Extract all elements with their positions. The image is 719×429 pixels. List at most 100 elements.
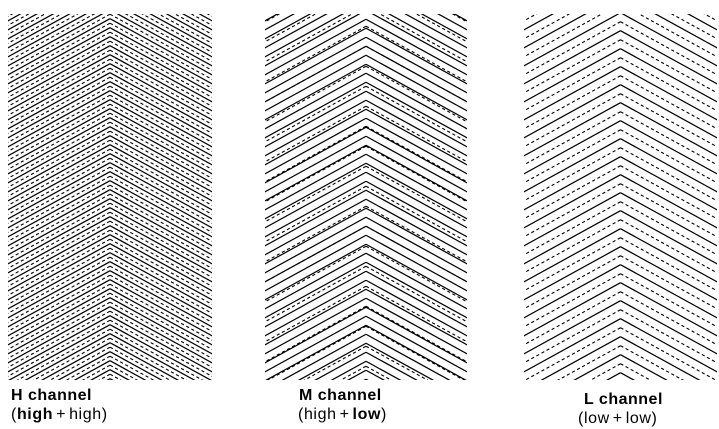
m-channel-dashed-line-right-1 (415, 14, 467, 43)
h-channel-dashed-line-left-44 (65, 355, 111, 380)
h-channel-solid-line-right-13 (109, 72, 212, 130)
m-channel-solid-line-right-34 (365, 261, 467, 319)
l-channel-dashed-line-left-6 (524, 75, 621, 130)
h-channel-solid-line-right-11 (109, 54, 212, 112)
m-channel-solid-line-right-27 (365, 198, 467, 256)
h-channel-solid-line-left-29 (8, 216, 111, 274)
l-channel-solid-line-left-6 (524, 66, 621, 121)
l-channel-solid-line-right-5 (620, 48, 717, 103)
h-channel-solid-line-left-22 (8, 153, 111, 211)
l-channel-dashed-line-right-13 (620, 201, 717, 256)
h-channel-dashed-line-right-16 (109, 103, 212, 161)
h-channel-solid-line-right-45 (109, 360, 147, 380)
h-channel-dashed-line-right-24 (109, 175, 212, 233)
m-channel-solid-line-right-4 (404, 14, 467, 49)
m-channel-dashed-line-right-14 (365, 245, 467, 303)
m-channel-solid-line-left-39 (265, 306, 367, 364)
m-channel-solid-line-right-9 (365, 36, 467, 94)
h-channel-solid-line-right-20 (109, 135, 212, 193)
m-channel-dashed-line-left-16 (265, 285, 367, 343)
h-channel-solid-line-right-9 (109, 36, 212, 94)
l-formula-a: low (583, 410, 610, 427)
m-channel-dashed-line-right-2 (378, 14, 467, 63)
h-channel-solid-line-left-8 (8, 27, 111, 85)
m-channel-dashed-line-right-12 (365, 205, 467, 263)
l-channel-dashed-line-left-2 (524, 14, 603, 58)
m-channel-solid-line-right-13 (365, 72, 467, 130)
l-channel-dashed-line-left-8 (524, 111, 621, 166)
h-channel-solid-line-left-45 (73, 360, 111, 380)
h-channel-dashed-line-left-20 (8, 139, 111, 197)
h-channel-dashed-line-right-42 (109, 337, 188, 380)
h-channel-dashed-line-right-46 (109, 373, 122, 380)
l-channel-solid-line-left-13 (524, 192, 621, 247)
h-channel-solid-line-right-28 (109, 207, 212, 265)
l-channel-solid-line-right-2 (654, 14, 717, 49)
h-channel-dashed-line-left-23 (8, 166, 111, 224)
m-channel-dashed-line-left-0 (265, 14, 281, 23)
h-channel-solid-line-right-29 (109, 216, 212, 274)
h-channel-solid-line-left-12 (8, 63, 111, 121)
l-channel-dashed-line-right-9 (620, 129, 717, 184)
l-channel-solid-line-left-7 (524, 84, 621, 139)
h-channel-solid-line-left-38 (8, 297, 111, 355)
h-channel-solid-line-left-5 (8, 14, 88, 58)
m-channel-solid-line-right-17 (365, 108, 467, 166)
m-channel-solid-line-left-26 (265, 189, 367, 247)
h-channel-dashed-line-left-45 (81, 364, 111, 380)
l-channel-dashed-line-left-4 (524, 39, 621, 94)
h-channel-solid-line-right-40 (109, 315, 212, 373)
h-channel-solid-line-left-30 (8, 225, 111, 283)
h-channel-dashed-line-right-1 (190, 14, 212, 26)
m-channel-formula: (high + low) (298, 406, 387, 423)
m-channel-solid-line-right-19 (365, 126, 467, 184)
m-channel-solid-line-left-13 (265, 72, 367, 130)
h-channel-dashed-line-right-21 (109, 148, 212, 206)
m-channel-dashed-line-left-9 (265, 145, 367, 203)
h-channel-solid-line-right-0 (110, 0, 216, 14)
m-channel-solid-line-left-16 (265, 99, 367, 157)
l-channel-solid-line-left-14 (524, 210, 621, 265)
m-channel-dashed-line-right-20 (365, 365, 393, 380)
m-channel-solid-line-right-14 (365, 81, 467, 139)
m-channel-solid-line-left-36 (265, 279, 367, 337)
m-channel-solid-line-right-35 (365, 270, 467, 328)
m-channel-solid-line-left-17 (265, 108, 367, 166)
l-channel-dashed-line-right-5 (620, 57, 717, 112)
l-channel-solid-line-right-13 (620, 192, 717, 247)
h-channel-solid-line-right-39 (109, 306, 212, 364)
m-channel-dashed-line-right-11 (365, 185, 467, 243)
l-channel-dashed-line-right-3 (620, 21, 717, 76)
h-channel-dashed-line-left-19 (8, 130, 111, 188)
h-channel-solid-line-left-11 (8, 54, 111, 112)
l-channel-dashed-line-left-16 (524, 255, 621, 310)
l-channel-solid-line-left-11 (524, 156, 621, 211)
l-channel-solid-line-left-3 (524, 14, 620, 67)
m-channel-dashed-line-left-7 (265, 105, 367, 163)
h-channel-solid-line-left-25 (8, 180, 111, 238)
l-channel-pattern (524, 14, 717, 380)
h-channel-dashed-line-right-38 (109, 301, 212, 359)
h-channel-dashed-line-left-16 (8, 103, 111, 161)
h-channel-dashed-line-right-12 (109, 67, 212, 125)
m-channel-solid-line-left-44 (314, 351, 367, 380)
h-channel-solid-line-left-31 (8, 234, 111, 292)
h-channel-solid-line-right-31 (109, 234, 212, 292)
h-channel-solid-line-right-48 (110, 388, 216, 429)
l-channel-dashed-line-left-5 (524, 57, 621, 112)
l-channel-solid-line-left-12 (524, 174, 621, 229)
m-channel-solid-line-right-45 (365, 360, 402, 380)
h-channel-solid-line-right-34 (109, 261, 212, 319)
m-channel-solid-line-left-20 (265, 135, 367, 193)
l-channel-dashed-line-right-8 (620, 111, 717, 166)
m-channel-solid-line-right-39 (365, 306, 467, 364)
l-channel-dashed-line-right-15 (620, 237, 717, 292)
h-channel-solid-line-left-6 (8, 14, 104, 67)
h-channel-solid-line-left-4 (8, 14, 71, 49)
m-channel-dashed-line-right-17 (365, 305, 467, 363)
l-channel-solid-line-left-1 (524, 14, 555, 31)
m-channel-solid-line-left-46 (346, 369, 367, 380)
h-channel-solid-line-right-43 (109, 342, 180, 380)
m-channel-dashed-line-right-16 (365, 285, 467, 343)
l-channel-dashed-line-right-10 (620, 147, 717, 202)
